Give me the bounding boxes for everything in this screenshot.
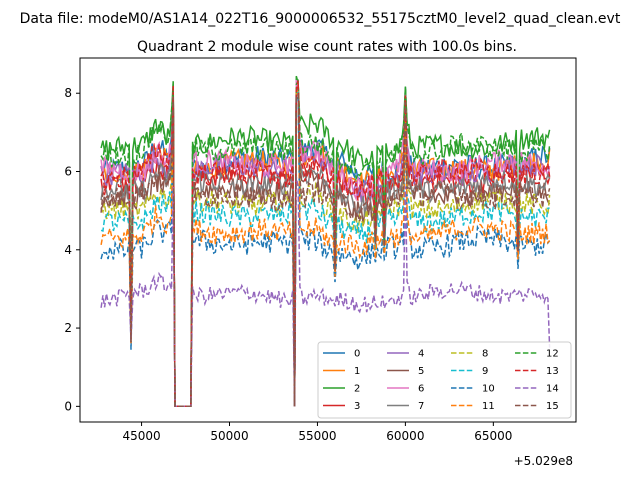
y-tick-label: 4 <box>64 243 72 257</box>
legend-label-6: 6 <box>418 384 424 395</box>
y-tick-label: 2 <box>64 321 72 335</box>
axes-frame <box>79 57 577 423</box>
legend-label-3: 3 <box>354 401 360 412</box>
legend-label-4: 4 <box>418 349 424 360</box>
y-tick-label: 8 <box>64 86 72 100</box>
y-axis: 0 2 4 6 8 <box>64 86 80 413</box>
legend-label-15: 15 <box>546 401 559 412</box>
legend-label-11: 11 <box>482 401 495 412</box>
x-axis: 45000 50000 55000 60000 65000 <box>122 422 512 443</box>
legend-label-1: 1 <box>354 366 360 377</box>
legend-box <box>317 341 572 419</box>
legend-label-5: 5 <box>418 366 424 377</box>
x-tick-label: 55000 <box>298 429 336 443</box>
x-offset-label: +5.029e8 <box>514 454 573 468</box>
legend-label-9: 9 <box>482 366 488 377</box>
legend-label-2: 2 <box>354 384 360 395</box>
x-tick-label: 50000 <box>210 429 248 443</box>
series-line-12 <box>100 78 551 408</box>
legend-label-7: 7 <box>418 401 424 412</box>
series-line-15 <box>100 94 551 408</box>
y-tick-label: 6 <box>64 165 72 179</box>
legend-label-14: 14 <box>546 384 559 395</box>
x-tick-label: 60000 <box>386 429 424 443</box>
x-tick-label: 45000 <box>122 429 160 443</box>
legend-label-12: 12 <box>546 349 559 360</box>
legend-label-8: 8 <box>482 349 488 360</box>
chart-title: Quadrant 2 module wise count rates with … <box>137 39 517 55</box>
y-tick-label: 0 <box>64 399 72 413</box>
figure-suptitle: Data file: modeM0/AS1A14_022T16_90000065… <box>20 11 621 27</box>
legend-label-10: 10 <box>482 384 495 395</box>
legend-label-13: 13 <box>546 366 559 377</box>
legend-label-0: 0 <box>354 349 360 360</box>
x-tick-label: 65000 <box>474 429 512 443</box>
series-group <box>100 75 551 408</box>
